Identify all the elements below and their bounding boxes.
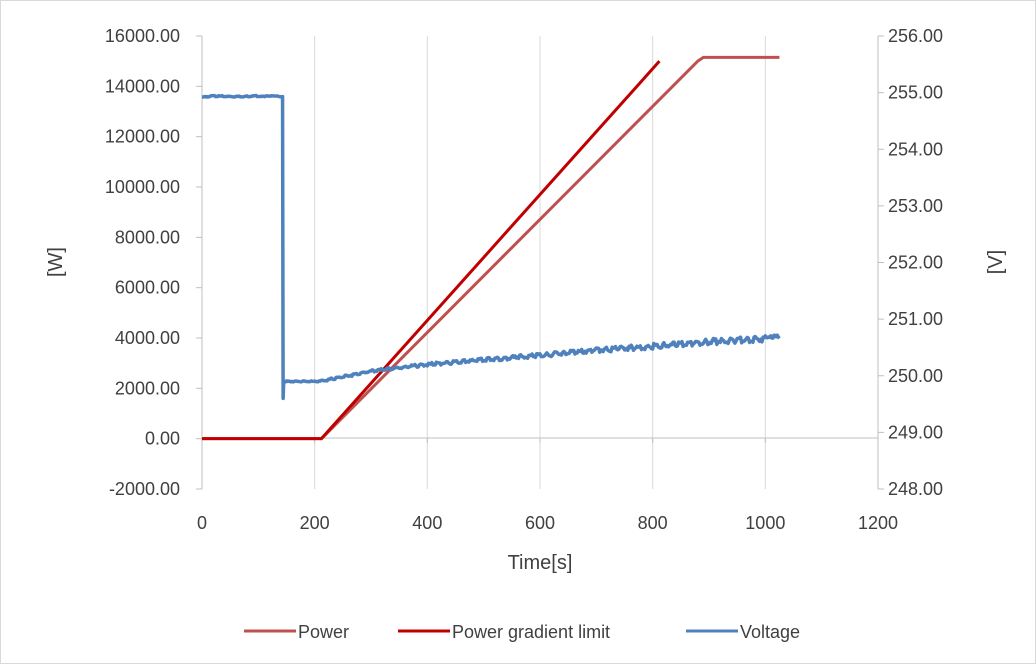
y-right-tick-label: 252.00 — [888, 253, 943, 273]
y-left-tick-label: 2000.00 — [115, 378, 180, 398]
y-left-tick-label: 0.00 — [145, 429, 180, 449]
series-lines — [201, 55, 781, 441]
x-tick-label: 0 — [197, 513, 207, 533]
x-tick-label: 400 — [412, 513, 442, 533]
y-right-tick-label: 253.00 — [888, 196, 943, 216]
y-right-tick-label: 256.00 — [888, 26, 943, 46]
y-left-tick-label: 14000.00 — [105, 76, 180, 96]
x-tick-label: 600 — [525, 513, 555, 533]
x-tick-label: 200 — [300, 513, 330, 533]
y-left-tick-label: 8000.00 — [115, 227, 180, 247]
y-axis-left-title: [W] — [45, 247, 67, 277]
tick-labels: -2000.00 0.00 2000.00 4000.00 6000.00 8000.00… — [105, 26, 943, 533]
x-tick-label: 800 — [638, 513, 668, 533]
y-left-tick-label: 10000.00 — [105, 177, 180, 197]
y-right-tick-label: 249.00 — [888, 422, 943, 442]
y-left-tick-label: 16000.00 — [105, 26, 180, 46]
series-line-power-gradient-limit — [202, 60, 661, 441]
y-axis-right-title: [V] — [985, 250, 1007, 274]
legend: Power Power gradient limit Voltage — [244, 622, 800, 642]
y-right-tick-label: 248.00 — [888, 479, 943, 499]
y-right-tick-label: 250.00 — [888, 366, 943, 386]
x-axis-title: Time[s] — [508, 552, 573, 574]
y-left-tick-label: 6000.00 — [115, 278, 180, 298]
y-right-tick-label: 255.00 — [888, 83, 943, 103]
y-right-tick-label: 254.00 — [888, 139, 943, 159]
legend-label-power: Power — [298, 622, 349, 642]
x-tick-label: 1200 — [858, 513, 898, 533]
x-tick-label: 1000 — [745, 513, 785, 533]
y-left-tick-label: -2000.00 — [109, 479, 180, 499]
series-line-voltage — [201, 93, 781, 401]
legend-label-voltage: Voltage — [740, 622, 800, 642]
y-right-tick-label: 251.00 — [888, 309, 943, 329]
legend-label-power-gradient-limit: Power gradient limit — [452, 622, 610, 642]
y-left-tick-label: 12000.00 — [105, 127, 180, 147]
y-left-tick-label: 4000.00 — [115, 328, 180, 348]
